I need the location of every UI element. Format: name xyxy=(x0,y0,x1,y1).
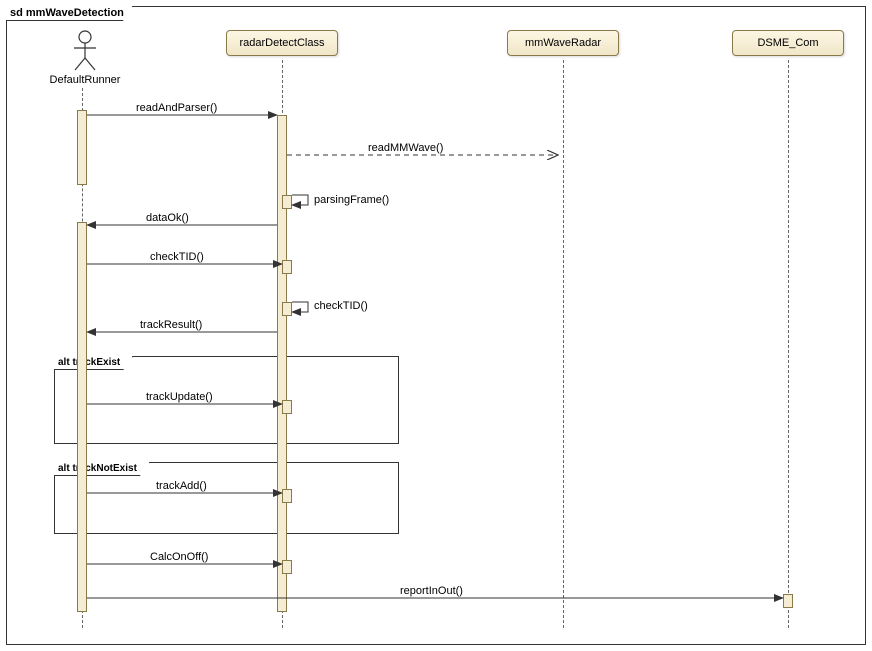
msg-label: readMMWave() xyxy=(368,142,443,154)
diagram-title-tab: sd mmWaveDetection xyxy=(6,6,133,21)
activation xyxy=(77,222,87,612)
activation xyxy=(783,594,793,608)
fragment-label-track-exist: alt trackExist xyxy=(54,356,133,370)
activation xyxy=(282,489,292,503)
msg-label: dataOk() xyxy=(146,212,189,224)
actor-label: DefaultRunner xyxy=(40,74,130,86)
activation xyxy=(77,110,87,185)
actor-default-runner: DefaultRunner xyxy=(40,30,130,86)
activation xyxy=(282,560,292,574)
activation xyxy=(282,400,292,414)
activation xyxy=(282,260,292,274)
diagram-frame xyxy=(6,6,866,645)
lifeline-dsme xyxy=(788,60,789,628)
msg-label: checkTID() xyxy=(150,251,204,263)
msg-label: reportInOut() xyxy=(400,585,463,597)
fragment-label-track-not-exist: alt trackNotExist xyxy=(54,462,150,476)
lifeline-label: DSME_Com xyxy=(757,37,818,49)
lifeline-box-dsme: DSME_Com xyxy=(732,30,844,56)
msg-label: parsingFrame() xyxy=(314,194,389,206)
lifeline-label: mmWaveRadar xyxy=(525,37,601,49)
lifeline-label: radarDetectClass xyxy=(240,37,325,49)
actor-icon xyxy=(72,30,98,72)
msg-label: CalcOnOff() xyxy=(150,551,208,563)
lifeline-box-radar: radarDetectClass xyxy=(226,30,338,56)
msg-label: trackResult() xyxy=(140,319,202,331)
sequence-diagram: sd mmWaveDetection DefaultRunner radarDe… xyxy=(0,0,872,651)
diagram-title: sd mmWaveDetection xyxy=(10,7,124,19)
lifeline-mmwave xyxy=(563,60,564,628)
msg-label: trackUpdate() xyxy=(146,391,213,403)
lifeline-box-mmwave: mmWaveRadar xyxy=(507,30,619,56)
activation xyxy=(282,195,292,209)
msg-label: readAndParser() xyxy=(136,102,217,114)
activation xyxy=(277,115,287,612)
activation xyxy=(282,302,292,316)
msg-label: checkTID() xyxy=(314,300,368,312)
msg-label: trackAdd() xyxy=(156,480,207,492)
